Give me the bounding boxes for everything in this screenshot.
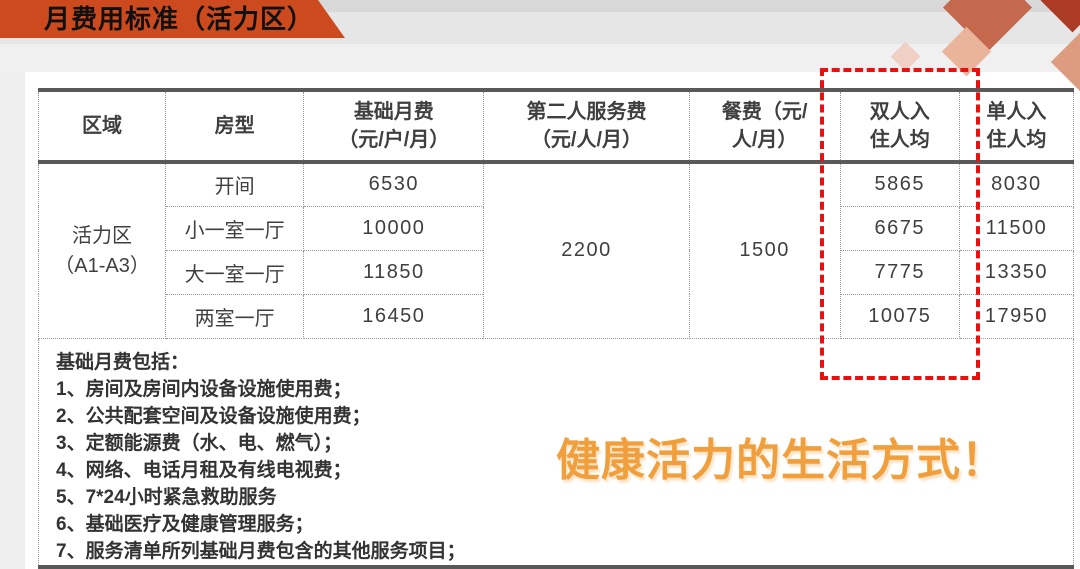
- page-title: 月费用标准（活力区）: [44, 4, 315, 34]
- note-line: 1、房间及房间内设备设施使用费；: [56, 378, 352, 400]
- single-occupancy-cell: 13350: [958, 249, 1075, 295]
- table-row: 两室一厅 16450 10075 17950: [39, 293, 1075, 339]
- table-row: 活力区 （A1-A3） 开间 6530 2200 1500 5865 8030: [37, 161, 1075, 339]
- header-single-occupancy: 单人入 住人均: [958, 89, 1075, 164]
- meal-fee-cell: 1500: [688, 161, 841, 339]
- base-fee-cell: 16450: [303, 293, 485, 339]
- header-second-person-fee: 第二人服务费 （元/人/月）: [483, 89, 690, 164]
- single-occupancy-cell: 17950: [958, 293, 1075, 339]
- double-occupancy-cell: 5865: [839, 161, 960, 207]
- base-fee-cell: 6530: [303, 161, 485, 207]
- note-line: 5、7*24小时紧急救助服务: [56, 486, 277, 508]
- base-fee-cell: 11850: [303, 249, 485, 295]
- title-banner: 月费用标准（活力区）: [0, 0, 345, 38]
- note-line: 3、定额能源费（水、电、燃气）；: [56, 432, 343, 454]
- single-occupancy-cell: 8030: [958, 161, 1075, 207]
- double-occupancy-cell: 7775: [839, 249, 960, 295]
- notes-cell: 基础月费包括： 1、房间及房间内设备设施使用费； 2、公共配套空间及设备设施使用…: [38, 337, 1074, 567]
- notes-title: 基础月费包括：: [56, 351, 190, 373]
- region-cell: 活力区 （A1-A3）: [37, 161, 167, 339]
- note-line: 6、基础医疗及健康管理服务；: [56, 513, 314, 535]
- background-band-lower: [0, 44, 1080, 74]
- single-occupancy-cell: 11500: [958, 205, 1075, 251]
- room-type-cell: 开间: [165, 161, 305, 207]
- room-type-cell: 两室一厅: [165, 293, 305, 339]
- header-region: 区域: [37, 89, 167, 164]
- header-room-type: 房型: [165, 89, 305, 164]
- double-occupancy-cell: 10075: [839, 293, 960, 339]
- header-meal-fee: 餐费（元/ 人/月）: [688, 89, 841, 164]
- table-header-row: 区域 房型 基础月费 （元/户/月） 第二人服务费 （元/人/月） 餐费（元/ …: [37, 89, 1075, 164]
- base-fee-cell: 10000: [303, 205, 485, 251]
- slogan-text: 健康活力的生活方式！: [556, 436, 1006, 485]
- header-base-fee: 基础月费 （元/户/月）: [303, 89, 485, 164]
- room-type-cell: 小一室一厅: [165, 205, 305, 251]
- second-person-fee-cell: 2200: [483, 161, 690, 339]
- header-double-occupancy: 双人入 住人均: [839, 89, 960, 164]
- note-line: 2、公共配套空间及设备设施使用费；: [56, 405, 371, 427]
- note-line: 4、网络、电话月租及有线电视费；: [56, 459, 352, 481]
- room-type-cell: 大一室一厅: [165, 249, 305, 295]
- fee-table: 区域 房型 基础月费 （元/户/月） 第二人服务费 （元/人/月） 餐费（元/ …: [37, 88, 1075, 569]
- notes-row: 基础月费包括： 1、房间及房间内设备设施使用费； 2、公共配套空间及设备设施使用…: [38, 337, 1074, 567]
- note-line: 7、服务清单所列基础月费包含的其他服务项目；: [56, 540, 466, 562]
- double-occupancy-cell: 6675: [839, 205, 960, 251]
- table-row: 小一室一厅 10000 6675 11500: [39, 205, 1075, 251]
